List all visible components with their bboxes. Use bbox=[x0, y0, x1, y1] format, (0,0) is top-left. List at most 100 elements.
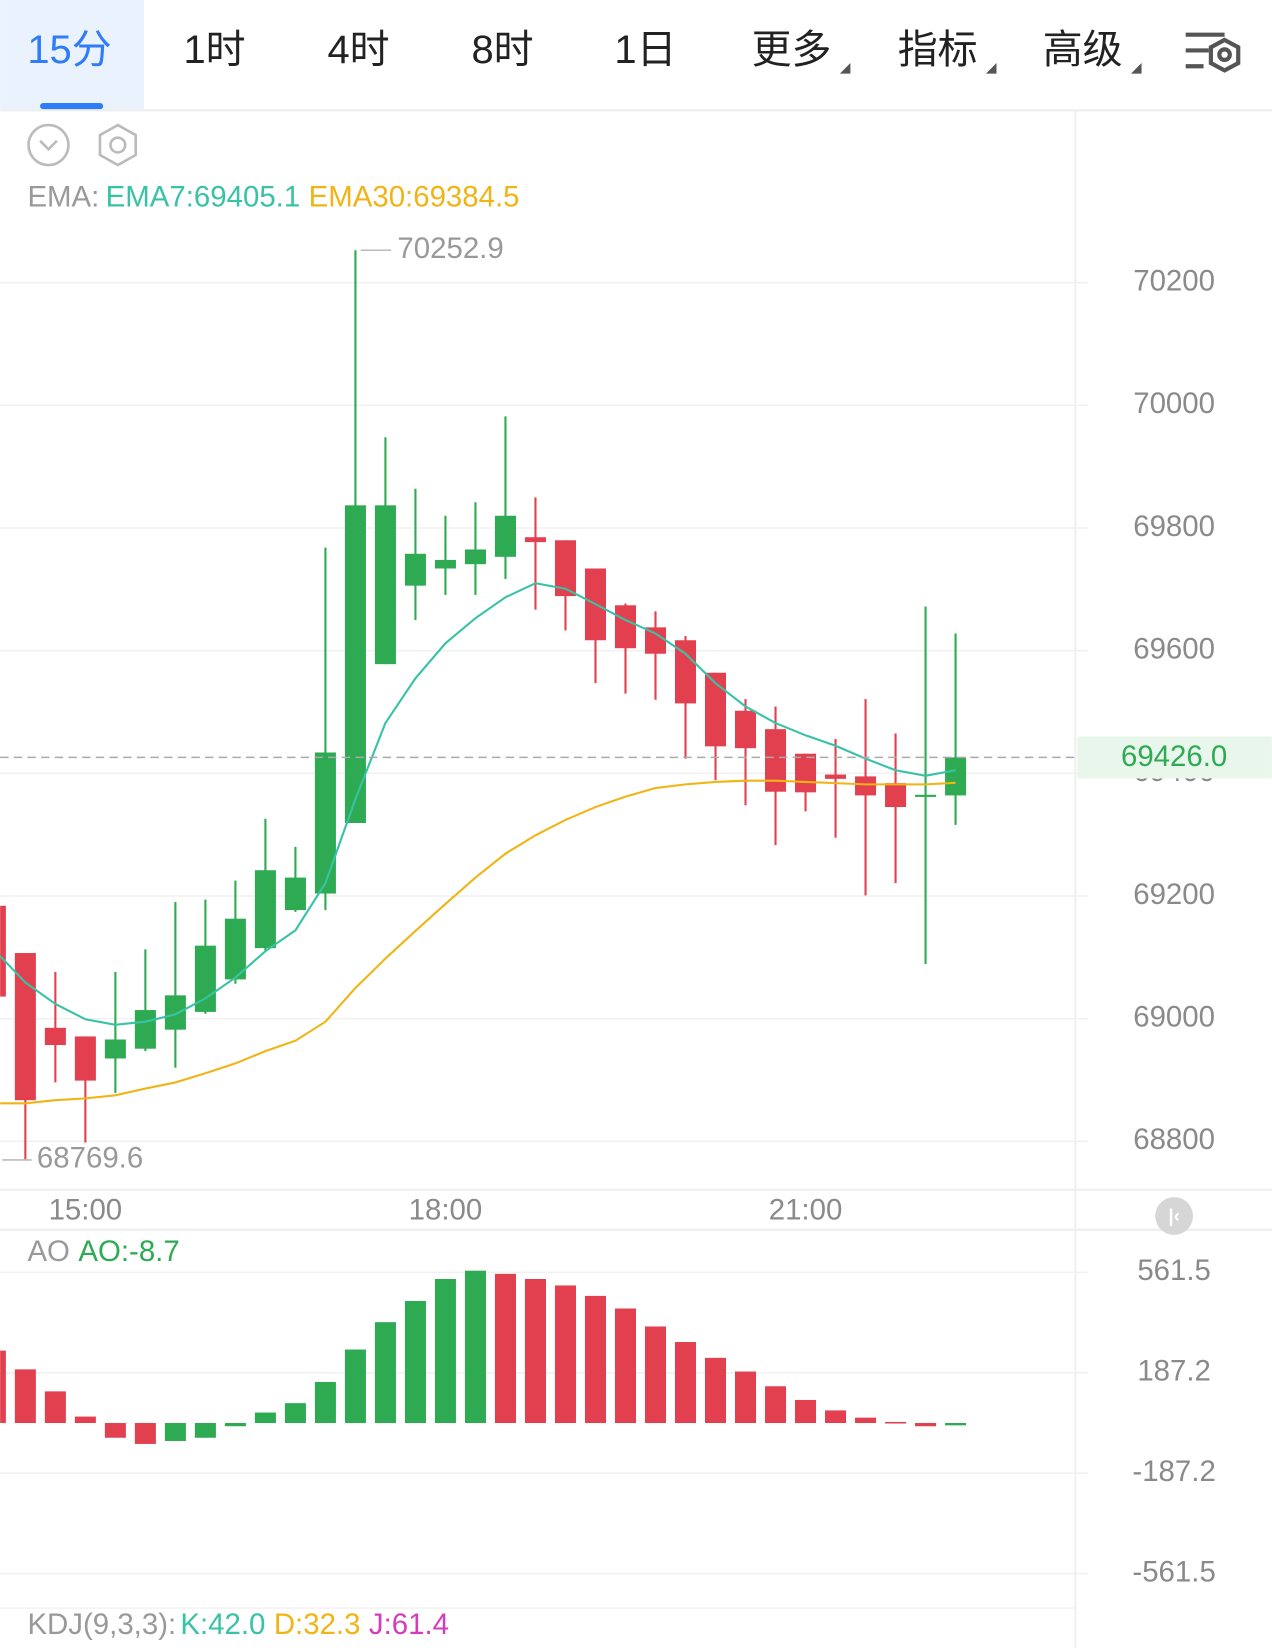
candle-body bbox=[855, 776, 877, 796]
ao-bar bbox=[14, 1369, 36, 1424]
ao-bar bbox=[614, 1308, 636, 1424]
ao-bar bbox=[494, 1273, 516, 1424]
tab[interactable]: 指标 bbox=[898, 28, 978, 72]
ao-bar bbox=[674, 1342, 697, 1424]
ema-legend: EMA: EMA7:69405.1 EMA30:69384.5 bbox=[27, 180, 519, 213]
ao-bar bbox=[314, 1381, 336, 1424]
ao-bar bbox=[254, 1412, 276, 1424]
bars bbox=[0, 1270, 967, 1444]
candle-body bbox=[224, 918, 246, 980]
svg-text:|‹: |‹ bbox=[1168, 1206, 1180, 1227]
candle-body bbox=[915, 794, 937, 797]
tab[interactable]: 8时 bbox=[471, 28, 533, 72]
candle-body bbox=[795, 753, 817, 793]
tab[interactable]: 高级 bbox=[1043, 28, 1123, 72]
tab[interactable]: 更多 bbox=[752, 28, 832, 72]
candle-body bbox=[554, 540, 576, 597]
dropdown-caret bbox=[985, 63, 997, 74]
candle-body bbox=[434, 559, 456, 569]
candle-body bbox=[14, 953, 36, 1101]
ao-bar bbox=[915, 1423, 937, 1427]
ao-bar bbox=[554, 1285, 576, 1424]
candle-body bbox=[0, 905, 6, 997]
candle-body bbox=[284, 877, 306, 911]
tab[interactable]: 1时 bbox=[183, 28, 245, 72]
last-price-label: 69426.0 bbox=[1121, 740, 1227, 773]
ao-bar bbox=[464, 1270, 486, 1424]
legend-entry: K:42.0 bbox=[180, 1608, 265, 1641]
candle-body bbox=[524, 537, 546, 543]
legend-label: AO bbox=[27, 1235, 70, 1268]
ao-bar bbox=[0, 1350, 6, 1424]
ao-bar bbox=[74, 1416, 96, 1424]
ao-bar bbox=[134, 1423, 156, 1444]
candle-body bbox=[825, 774, 847, 779]
candle-body bbox=[404, 553, 426, 586]
kdj-legend: KDJ(9,3,3): K:42.0 D:32.3 J:61.4 bbox=[27, 1608, 449, 1641]
settings-hex-icon[interactable] bbox=[98, 123, 138, 167]
candle-body bbox=[674, 640, 697, 704]
ao-legend: AO AO:-8.7 bbox=[27, 1235, 179, 1268]
candle-body bbox=[74, 1036, 96, 1081]
y-tick-label: 69800 bbox=[1133, 510, 1215, 543]
candle-body bbox=[765, 729, 787, 792]
ao-bar bbox=[704, 1357, 727, 1424]
ao-bar bbox=[524, 1278, 546, 1424]
candle-body bbox=[614, 605, 636, 649]
x-tick-label: 15:00 bbox=[49, 1194, 123, 1227]
candle-body bbox=[164, 995, 186, 1030]
ao-bar bbox=[765, 1386, 787, 1424]
tab[interactable]: 1日 bbox=[614, 28, 676, 72]
legend-entry: J:61.4 bbox=[369, 1608, 449, 1641]
ao-bar bbox=[284, 1403, 306, 1424]
legend-entry: D:32.3 bbox=[274, 1608, 361, 1641]
y-tick-label: 187.2 bbox=[1137, 1355, 1211, 1388]
ao-bar bbox=[855, 1417, 877, 1424]
candles bbox=[0, 250, 967, 1160]
y-tick-label: -187.2 bbox=[1132, 1455, 1215, 1488]
candle-body bbox=[885, 783, 907, 808]
y-tick-label: 69200 bbox=[1133, 878, 1215, 911]
legend-entry: AO:-8.7 bbox=[78, 1235, 179, 1268]
settings-icon[interactable] bbox=[1185, 32, 1241, 73]
tab[interactable]: 15分 bbox=[27, 28, 111, 72]
ao-bar bbox=[164, 1423, 186, 1441]
ao-bar bbox=[404, 1300, 426, 1424]
ao-bar bbox=[104, 1423, 126, 1438]
legend-entry: EMA30:69384.5 bbox=[309, 180, 520, 213]
candle-body bbox=[134, 1010, 156, 1049]
legend-label: KDJ(9,3,3): bbox=[27, 1608, 176, 1641]
ao-bar bbox=[224, 1423, 246, 1427]
scroll-to-latest[interactable]: |‹ bbox=[1155, 1197, 1194, 1235]
candle-body bbox=[644, 627, 667, 654]
ao-bar bbox=[374, 1322, 396, 1424]
max-label: 70252.9 bbox=[397, 232, 503, 265]
last-price-badge bbox=[1077, 736, 1272, 779]
candle-body bbox=[704, 672, 727, 747]
x-tick-label: 18:00 bbox=[409, 1194, 483, 1227]
candle-body bbox=[314, 752, 336, 894]
candle-body bbox=[374, 505, 396, 665]
ao-bar bbox=[194, 1423, 216, 1438]
ao-bar bbox=[735, 1371, 757, 1424]
candle-body bbox=[464, 549, 486, 565]
collapse-icon[interactable] bbox=[27, 123, 70, 167]
ema-line bbox=[0, 779, 956, 1105]
candle-body bbox=[104, 1039, 126, 1059]
ao-bar bbox=[584, 1295, 606, 1424]
x-tick-label: 21:00 bbox=[769, 1194, 843, 1227]
ao-bar bbox=[945, 1423, 967, 1426]
legend-label: EMA: bbox=[27, 180, 99, 213]
ao-bar bbox=[885, 1421, 907, 1424]
ao-bar bbox=[434, 1278, 456, 1424]
candle-body bbox=[945, 757, 967, 796]
ema-line bbox=[0, 582, 956, 1026]
legend-entry: EMA7:69405.1 bbox=[106, 180, 301, 213]
y-tick-label: 561.5 bbox=[1137, 1254, 1211, 1287]
ao-bar bbox=[795, 1399, 817, 1424]
tab[interactable]: 4时 bbox=[327, 28, 389, 72]
min-label: 68769.6 bbox=[37, 1142, 143, 1175]
ao-bar bbox=[44, 1391, 66, 1424]
